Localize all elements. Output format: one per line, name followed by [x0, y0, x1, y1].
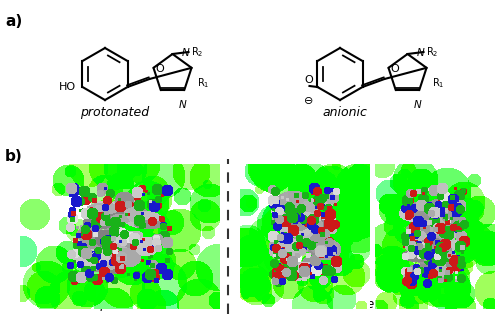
Text: $\ominus$: $\ominus$	[303, 95, 314, 106]
Text: R$_2$: R$_2$	[426, 45, 438, 59]
Text: HO: HO	[60, 82, 76, 92]
Text: $N$: $N$	[178, 98, 187, 110]
Text: R$_1$: R$_1$	[196, 76, 209, 90]
Text: R$_1$: R$_1$	[432, 76, 444, 90]
Text: protonated: protonated	[80, 106, 150, 119]
Text: O: O	[391, 64, 400, 74]
Text: a): a)	[5, 14, 22, 29]
Text: b): b)	[5, 149, 23, 164]
Text: top view: top view	[88, 298, 142, 311]
Text: anionic: anionic	[322, 106, 368, 119]
Text: $N$: $N$	[416, 46, 425, 58]
Text: $N$: $N$	[412, 98, 422, 110]
Text: side view: side view	[326, 298, 384, 311]
Text: $N$: $N$	[180, 46, 190, 58]
Text: O: O	[304, 75, 314, 85]
Text: O: O	[156, 64, 164, 74]
Text: R$_2$: R$_2$	[190, 45, 203, 59]
